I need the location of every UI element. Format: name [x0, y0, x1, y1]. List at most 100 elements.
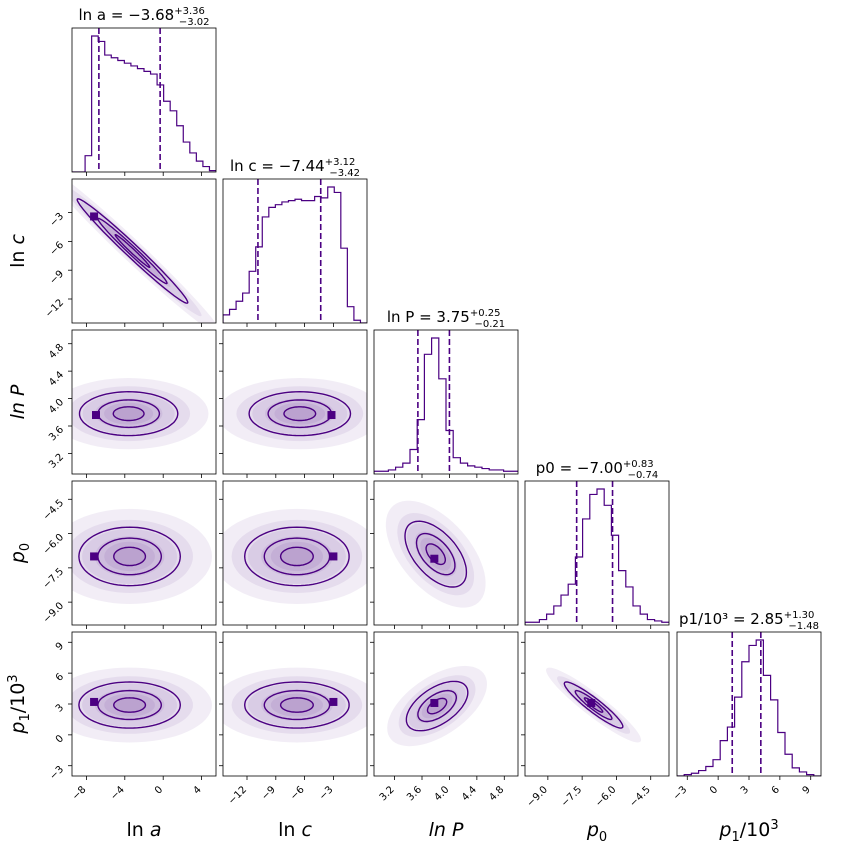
panel-p1-lnc: [223, 667, 367, 743]
density-band-3: [261, 536, 333, 577]
title-p0: p0 = −7.00+0.83 −0.74: [536, 459, 658, 481]
contour-2: [78, 390, 179, 437]
panel-lnP-lnc: [223, 378, 367, 450]
xtick-label-lnP: 4.4: [460, 784, 479, 803]
title-sup-lnc: +3.12: [325, 157, 356, 168]
title-lna: ln a = −3.68+3.36 −3.02: [78, 6, 209, 28]
frame-3-1: [222, 480, 368, 626]
ytick-label-lnP: 3.6: [47, 424, 66, 443]
ytick-label-p0: −6.0: [41, 532, 66, 557]
title-sup-p1: +1.30: [784, 610, 815, 621]
mode-marker: [92, 411, 100, 420]
histogram-p0: [525, 481, 669, 625]
contour-0: [113, 546, 147, 567]
contour-2: [243, 526, 350, 587]
xtick-label-p1: 0: [708, 784, 720, 796]
mode-marker: [430, 698, 439, 707]
frame-1-1: [222, 178, 368, 324]
density-band-2: [82, 529, 178, 584]
xtick-label-p1: 3: [739, 784, 751, 796]
density-band-2: [406, 523, 465, 585]
ylabel-p1: p1/103: [6, 674, 33, 734]
density-band-4: [270, 693, 323, 717]
density-band-0: [385, 500, 486, 608]
density-band-5: [113, 697, 146, 713]
frame-2-0: [71, 329, 217, 475]
density-band-0: [223, 667, 367, 743]
contour-2: [248, 390, 352, 437]
density-band-5: [280, 547, 314, 566]
xtick-label-p0: −9.0: [525, 784, 550, 809]
xtick-label-p0: −6.0: [594, 784, 619, 809]
xlabel-lnP: ln P: [429, 819, 464, 841]
density-band-2: [82, 393, 175, 435]
xtick-label-lna: 0: [153, 784, 165, 796]
density-band-5: [115, 234, 150, 268]
density-band-4: [420, 537, 452, 571]
contour-2: [563, 681, 624, 729]
contour-0: [114, 233, 151, 268]
panel-p0-lnc: [223, 508, 367, 604]
xtick-label-p0: −7.5: [559, 784, 584, 809]
ylabel-lnc: ln c: [7, 234, 29, 268]
density-band-5: [284, 406, 316, 421]
title-sub-lnP: −0.21: [475, 319, 506, 330]
contour-2: [78, 681, 182, 729]
density-band-1: [72, 519, 193, 593]
panel-lnc-lna: [72, 183, 216, 323]
density-band-5: [113, 547, 146, 566]
mode-marker: [329, 552, 338, 561]
contour-0: [279, 697, 314, 713]
density-band-1: [236, 386, 364, 442]
density-band-2: [252, 393, 348, 435]
xtick-label-lna: −4: [109, 784, 127, 802]
ytick-label-lnP: 4.0: [47, 397, 66, 416]
xtick-label-p0: −4.5: [628, 784, 653, 809]
density-band-3: [261, 689, 333, 721]
density-band-3: [94, 689, 165, 721]
contour-2: [76, 198, 189, 304]
ytick-label-p1: 3: [54, 702, 66, 714]
density-band-5: [113, 406, 144, 421]
density-band-5: [426, 543, 446, 565]
frame-1-0: [71, 178, 217, 324]
density-band-2: [82, 683, 178, 727]
density-band-1: [231, 676, 363, 734]
ylabel-p0: p0: [7, 543, 33, 564]
frame-3-2: [373, 480, 519, 626]
title-sub-lna: −3.02: [179, 17, 210, 28]
xtick-label-lnc: −3: [317, 784, 335, 802]
panel-p1-p0: [546, 667, 642, 743]
panel-lnP-lna: [72, 378, 209, 450]
frame-3-3: [524, 480, 670, 626]
ytick-label-lnc: −6: [48, 240, 66, 258]
density-band-0: [72, 378, 209, 450]
title-p1: p1/10³ = 2.85+1.30 −1.48: [679, 610, 819, 632]
histogram-lnc: [223, 179, 367, 323]
density-band-3: [94, 215, 171, 287]
xtick-label-lnc: −12: [226, 784, 249, 807]
panel-p0-lnP: [385, 500, 486, 608]
density-band-3: [94, 536, 165, 577]
title-sup-p0: +0.83: [623, 459, 654, 470]
density-band-0: [223, 508, 367, 604]
density-band-1: [72, 386, 191, 442]
contour-2: [405, 680, 469, 732]
contour-1: [415, 532, 456, 576]
xtick-label-p1: 9: [801, 784, 813, 796]
density-band-4: [104, 224, 161, 278]
xtick-label-lna: 4: [191, 784, 203, 796]
xtick-label-lnP: 3.6: [405, 784, 424, 803]
xtick-label-lna: −8: [70, 784, 88, 802]
density-band-0: [72, 508, 212, 604]
ytick-label-p1: 0: [54, 733, 66, 745]
histogram-p1: [677, 632, 821, 776]
title-sub-p0: −0.74: [628, 470, 659, 481]
density-band-1: [397, 513, 475, 596]
frame-2-1: [222, 329, 368, 475]
contour-0: [113, 697, 147, 713]
ytick-label-lnc: −3: [48, 211, 66, 229]
ytick-label-lnc: −12: [43, 297, 66, 320]
title-lnP: ln P = 3.75+0.25 −0.21: [387, 308, 505, 330]
ytick-label-p1: −3: [48, 764, 66, 782]
